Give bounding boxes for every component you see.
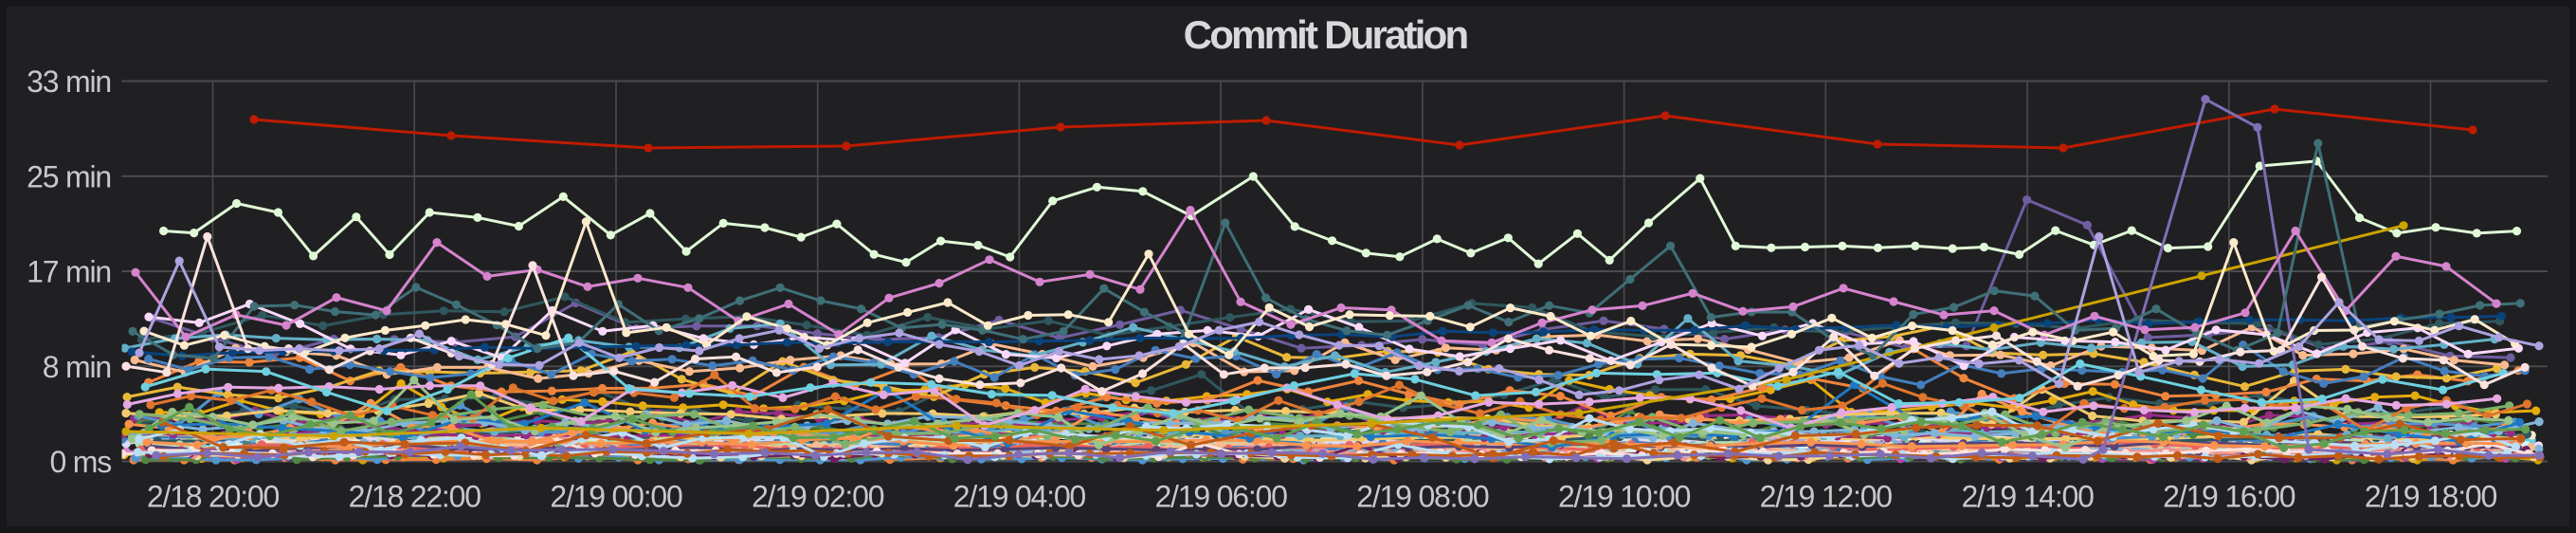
- svg-text:2/19 06:00: 2/19 06:00: [1154, 480, 1287, 514]
- svg-text:2/19 18:00: 2/19 18:00: [2365, 480, 2497, 514]
- svg-text:Commit Duration: Commit Duration: [1184, 12, 1468, 57]
- svg-text:2/18 22:00: 2/18 22:00: [349, 480, 481, 514]
- svg-text:2/18 20:00: 2/18 20:00: [147, 480, 280, 514]
- svg-text:2/19 04:00: 2/19 04:00: [953, 480, 1086, 514]
- svg-text:33 min: 33 min: [27, 64, 111, 99]
- svg-text:2/19 16:00: 2/19 16:00: [2163, 480, 2295, 514]
- svg-text:25 min: 25 min: [27, 159, 111, 193]
- svg-text:2/19 08:00: 2/19 08:00: [1356, 480, 1489, 514]
- svg-text:2/19 12:00: 2/19 12:00: [1760, 480, 1893, 514]
- svg-text:0 ms: 0 ms: [49, 445, 111, 479]
- svg-text:8 min: 8 min: [43, 350, 111, 384]
- svg-text:2/19 02:00: 2/19 02:00: [752, 480, 884, 514]
- svg-text:2/19 10:00: 2/19 10:00: [1558, 480, 1691, 514]
- svg-text:2/19 14:00: 2/19 14:00: [1961, 480, 2094, 514]
- svg-text:17 min: 17 min: [27, 255, 111, 289]
- svg-text:2/19 00:00: 2/19 00:00: [550, 480, 682, 514]
